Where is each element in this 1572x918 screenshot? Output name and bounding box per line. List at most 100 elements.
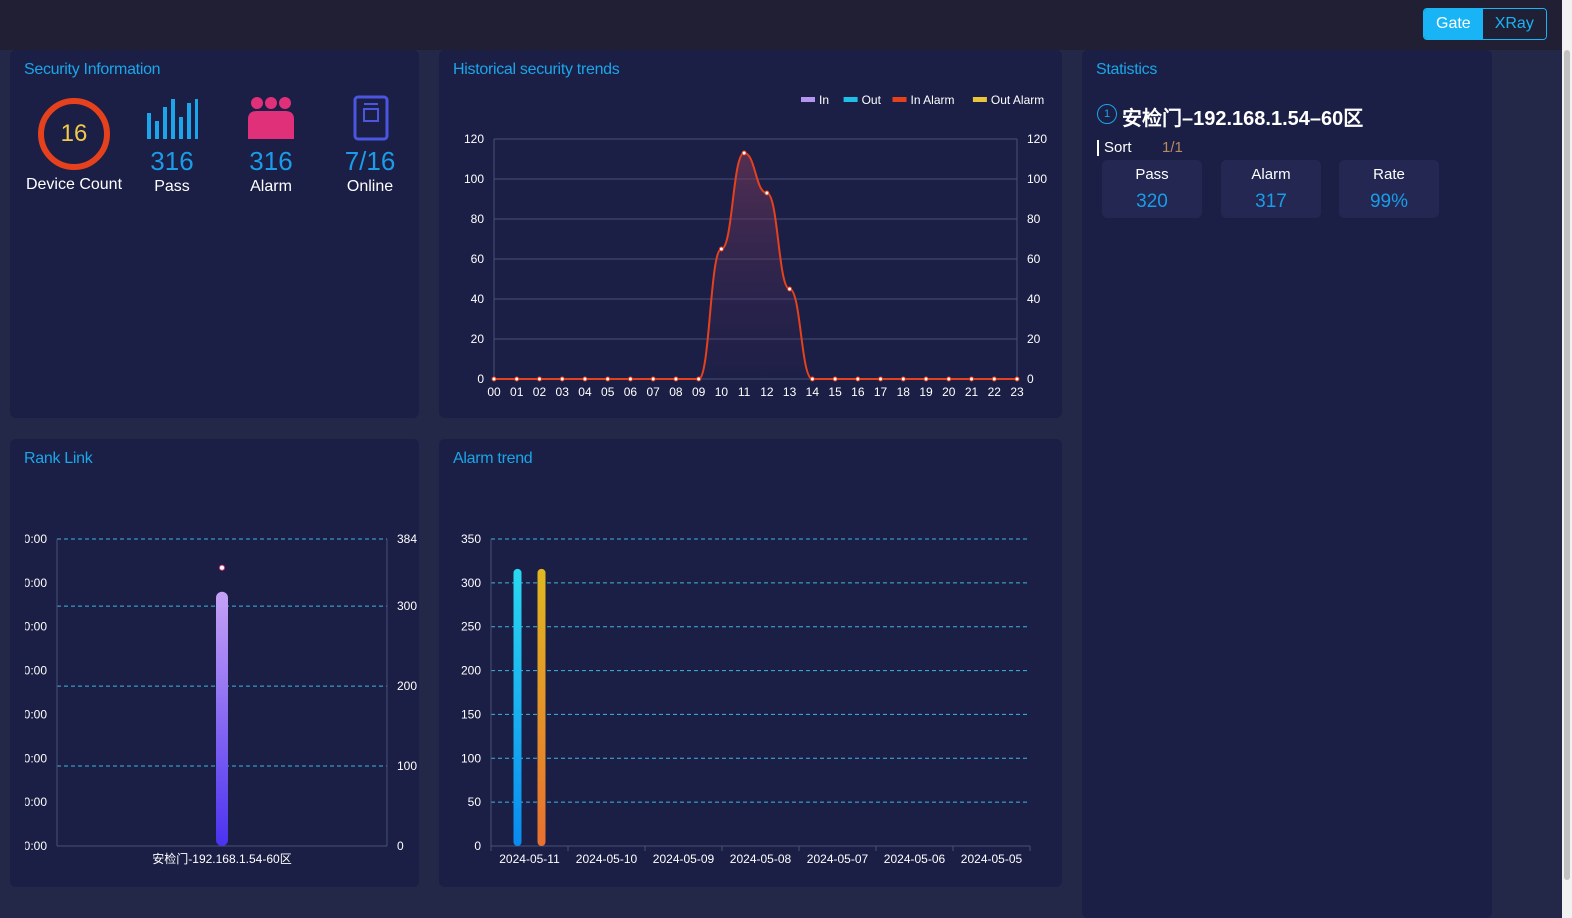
data-point — [946, 376, 952, 382]
y-left-tick-label: 0:00 — [24, 751, 48, 765]
people-icon — [248, 97, 294, 139]
y-tick-label: 200 — [461, 664, 481, 678]
legend-label: In Alarm — [911, 93, 955, 107]
legend-swatch — [972, 97, 987, 102]
pass-card: Pass 320 — [1102, 160, 1202, 218]
data-point — [900, 376, 906, 382]
rate-card: Rate 99% — [1339, 160, 1439, 218]
x-tick-label: 18 — [897, 385, 911, 399]
scrollbar[interactable] — [1562, 0, 1572, 918]
data-point — [718, 246, 724, 252]
x-tick-label: 23 — [1010, 385, 1024, 399]
x-tick-label: 2024-05-09 — [653, 852, 715, 866]
x-tick-label: 08 — [669, 385, 683, 399]
x-tick-label: 2024-05-05 — [961, 852, 1023, 866]
panel-title: Rank Link — [24, 450, 93, 467]
y-left-tick-label: 0:00 — [24, 839, 48, 853]
x-tick-label: 2024-05-07 — [807, 852, 869, 866]
y-tick-label: 0 — [477, 372, 484, 386]
panel-title: Security Information — [24, 61, 161, 78]
rank-index-badge: 1 — [1097, 104, 1117, 124]
x-tick-label: 13 — [783, 385, 797, 399]
bar-chart-icon — [147, 99, 198, 139]
legend-swatch — [843, 97, 858, 102]
y-tick-label: 350 — [461, 532, 481, 546]
y-tick-label: 50 — [468, 795, 482, 809]
y-right-tick-label: 120 — [1027, 132, 1047, 146]
y-right-tick-label: 0 — [397, 839, 404, 853]
data-point — [741, 150, 747, 156]
y-tick-label: 80 — [471, 212, 485, 226]
online-label: Online — [346, 178, 394, 195]
y-tick-label: 300 — [461, 576, 481, 590]
alarm-trend-panel: Alarm trend 0 50 100 150 200 250 300 350 2024-05… — [439, 439, 1062, 887]
gate-device-icon — [353, 95, 389, 141]
data-point — [923, 376, 929, 382]
y-tick-label: 20 — [471, 332, 485, 346]
alarm-bar — [537, 568, 546, 846]
legend-label: Out Alarm — [991, 93, 1044, 107]
online-value: 7/16 — [344, 146, 396, 176]
y-tick-label: 60 — [471, 252, 485, 266]
y-left-tick-label: 0:00 — [24, 707, 48, 721]
data-point — [809, 376, 815, 382]
y-left-tick-label: 0:00 — [24, 795, 48, 809]
y-tick-label: 0 — [474, 839, 481, 853]
pass-value: 316 — [150, 146, 194, 176]
y-left-tick-label: 0:00 — [24, 620, 48, 634]
data-point — [832, 376, 838, 382]
device-count-stat: 16 Device Count — [24, 98, 124, 196]
gate-tab[interactable]: Gate — [1424, 9, 1483, 39]
legend-label: In — [819, 93, 829, 107]
y-tick-label: 250 — [461, 620, 481, 634]
statistics-panel: Statistics 1 安检门–192.168.1.54–60区 Sort 1… — [1082, 50, 1492, 918]
y-right-tick-label: 80 — [1027, 212, 1041, 226]
y-right-tick-label: 0 — [1027, 372, 1034, 386]
y-right-tick-label: 200 — [397, 679, 417, 693]
panel-title: Alarm trend — [453, 450, 533, 467]
alarm-card: Alarm 317 — [1221, 160, 1321, 218]
y-tick-label: 150 — [461, 707, 481, 721]
data-point — [991, 376, 997, 382]
x-tick-label: 06 — [624, 385, 638, 399]
pass-bar — [216, 591, 228, 846]
x-tick-label: 11 — [738, 385, 751, 399]
x-tick-label: 05 — [601, 385, 615, 399]
card-label: Pass — [1135, 166, 1169, 183]
x-tick-label: 20 — [942, 385, 956, 399]
card-label: Alarm — [1251, 166, 1291, 183]
alarm-trend-chart: 0 50 100 150 200 250 300 350 2024-05-11 2024-05-1… — [461, 532, 1031, 866]
sort-value: 1/1 — [1162, 139, 1183, 156]
historical-trends-panel: Historical security trends In Out In Alarm… — [439, 50, 1062, 418]
x-tick-label: 10 — [715, 385, 729, 399]
x-tick-label: 19 — [919, 385, 933, 399]
x-tick-label: 2024-05-06 — [884, 852, 946, 866]
y-tick-label: 120 — [464, 132, 484, 146]
sort-label: Sort — [1097, 140, 1132, 156]
y-right-tick-label: 100 — [1027, 172, 1047, 186]
device-name: 安检门–192.168.1.54–60区 — [1122, 108, 1364, 130]
mode-toggle[interactable]: Gate XRay — [1423, 8, 1547, 40]
card-value: 99% — [1369, 191, 1409, 212]
data-point — [605, 376, 611, 382]
data-point — [696, 376, 702, 382]
alarm-label: Alarm — [250, 178, 292, 195]
x-tick-label: 22 — [988, 385, 1002, 399]
rank-link-panel: Rank Link 0 100 200 300 384 0:00 0:00 0:00 0:00 0… — [10, 439, 419, 887]
y-right-tick-label: 20 — [1027, 332, 1041, 346]
card-value: 320 — [1136, 191, 1168, 212]
x-tick-label: 01 — [510, 385, 524, 399]
data-point — [559, 376, 565, 382]
xray-tab[interactable]: XRay — [1482, 9, 1546, 39]
y-right-tick-label: 384 — [397, 532, 417, 546]
scrollbar-thumb[interactable] — [1564, 50, 1570, 880]
y-tick-label: 100 — [461, 751, 481, 765]
y-left-tick-label: 0:00 — [24, 532, 48, 546]
data-point — [855, 376, 861, 382]
alarm-value: 316 — [249, 146, 293, 176]
data-point — [969, 376, 975, 382]
y-right-tick-label: 60 — [1027, 252, 1041, 266]
data-point — [787, 286, 793, 292]
device-count-label: Device Count — [25, 176, 123, 193]
